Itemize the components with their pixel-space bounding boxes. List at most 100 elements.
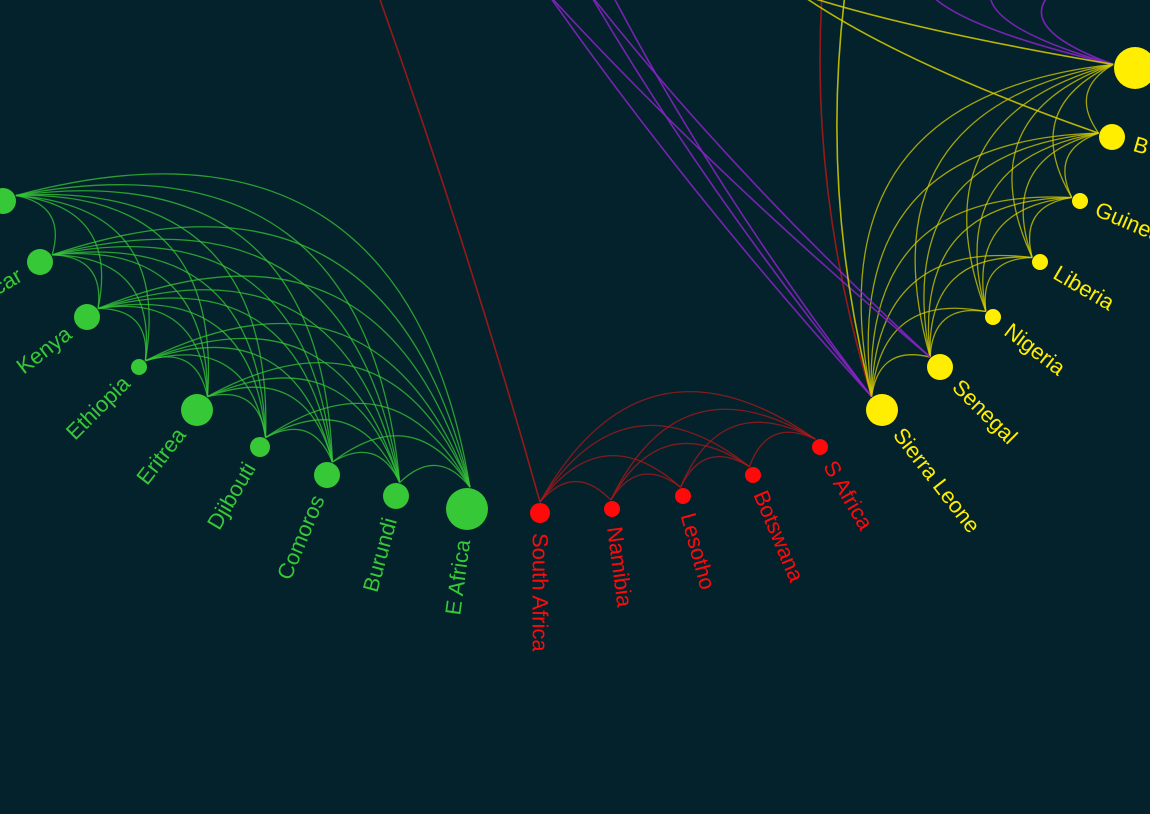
edge-west — [982, 196, 1072, 312]
node-ethiopia[interactable] — [131, 359, 147, 375]
node-senegal[interactable] — [927, 354, 953, 380]
edge-external-south — [819, 0, 873, 397]
node-lesotho[interactable] — [675, 488, 691, 504]
edge-east — [332, 435, 471, 488]
edge-west — [929, 256, 1033, 358]
node-botswana[interactable] — [745, 467, 761, 483]
node-layer — [0, 47, 1150, 530]
edge-west — [1085, 63, 1114, 134]
edge-east — [265, 402, 471, 488]
edge-east — [207, 386, 334, 463]
node-label-b: B — [1131, 131, 1150, 159]
edge-east — [207, 393, 267, 438]
edge-east — [145, 354, 267, 438]
edge-east — [145, 346, 334, 463]
node-safrica[interactable] — [812, 439, 828, 455]
node-burundi[interactable] — [383, 483, 409, 509]
edge-west — [860, 63, 1114, 397]
node-nigeria[interactable] — [985, 309, 1001, 325]
edge-east — [51, 226, 471, 488]
edge-south — [680, 421, 816, 488]
edge-west — [923, 132, 1099, 358]
edge-east — [97, 275, 471, 488]
edge-west — [914, 63, 1114, 358]
edge-south — [539, 455, 682, 503]
node-eritrea[interactable] — [181, 394, 213, 426]
edge-east — [15, 194, 103, 309]
edge-west — [976, 132, 1099, 312]
edge-external-north — [1040, 0, 1114, 66]
edge-south — [680, 456, 750, 488]
node-w7[interactable] — [1114, 47, 1150, 89]
edge-external-north — [551, 0, 873, 398]
edge-west — [870, 196, 1072, 397]
edge-east — [15, 194, 150, 361]
edge-south — [610, 442, 750, 501]
edge-east — [207, 361, 471, 488]
edge-east — [98, 305, 209, 397]
edge-south — [539, 480, 612, 503]
edge-east — [97, 289, 401, 483]
edge-east — [15, 173, 471, 488]
edge-external-north — [592, 0, 873, 398]
edge-west — [1022, 132, 1099, 258]
edge-external-south — [379, 0, 541, 503]
edge-external-north — [552, 0, 931, 358]
edge-south — [610, 408, 816, 501]
edge-east — [15, 184, 401, 483]
node-namibia[interactable] — [604, 501, 620, 517]
node-djibouti[interactable] — [250, 437, 270, 457]
node-madagascar[interactable] — [27, 249, 53, 275]
edge-external-west — [816, 0, 1114, 66]
edge-east — [98, 307, 147, 361]
edge-east — [52, 253, 209, 397]
edge-south — [748, 431, 816, 467]
edge-external-north — [614, 0, 873, 398]
node-kenya[interactable] — [74, 304, 100, 330]
node-label-southafrica: South Africa — [528, 533, 553, 652]
edge-east — [51, 238, 401, 483]
edge-east — [15, 194, 56, 256]
edge-east — [145, 337, 401, 483]
edge-external-north — [990, 0, 1114, 66]
edge-east — [332, 451, 401, 483]
node-comoros[interactable] — [314, 462, 340, 488]
edge-external-west — [807, 0, 1099, 134]
node-liberia[interactable] — [1032, 254, 1048, 270]
edge-east — [265, 419, 401, 483]
edge-west — [929, 309, 986, 358]
node-guinea[interactable] — [1072, 193, 1088, 209]
edge-east — [52, 254, 148, 361]
edge-west — [1011, 63, 1114, 258]
edge-east — [145, 322, 471, 488]
edge-east — [399, 464, 471, 488]
edge-west — [966, 63, 1114, 312]
node-sierraleone[interactable] — [866, 394, 898, 426]
edge-east — [207, 377, 401, 483]
edge-layer — [15, 0, 1114, 503]
edge-external-north — [935, 0, 1114, 66]
edge-east — [15, 194, 210, 397]
edge-east — [97, 303, 267, 438]
edge-external-north — [593, 0, 931, 358]
edge-west — [870, 354, 931, 397]
node-e1[interactable] — [0, 188, 16, 214]
edge-west — [927, 196, 1072, 358]
edge-south — [539, 424, 750, 503]
edge-east — [15, 190, 334, 463]
node-eafrica[interactable] — [446, 488, 488, 530]
edge-east — [97, 297, 334, 463]
edge-west — [1052, 63, 1114, 198]
node-southafrica[interactable] — [530, 503, 550, 523]
edge-east — [52, 251, 267, 438]
edge-east — [51, 246, 334, 463]
edge-west — [867, 132, 1099, 397]
edge-west — [984, 256, 1033, 312]
edge-external-west — [836, 0, 873, 397]
edge-west — [1064, 132, 1099, 198]
edge-south — [610, 473, 681, 501]
edge-south — [539, 390, 816, 503]
node-b[interactable] — [1099, 124, 1125, 150]
edge-west — [870, 254, 1033, 397]
